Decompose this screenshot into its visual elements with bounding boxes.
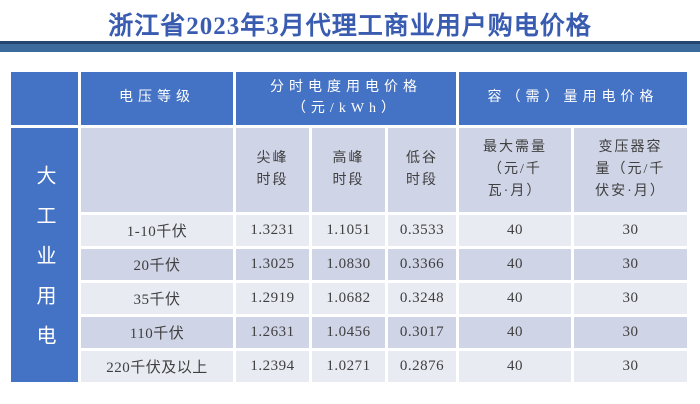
cell-peak-price: 1.3231 — [236, 215, 309, 246]
row-label-110kv: 110千伏 — [81, 317, 233, 348]
price-table: 电压等级 分时电度用电价格 （元/kWh） 容（需）量用电价格 大工业用电 尖峰… — [11, 72, 688, 382]
subheader-transformer-capacity: 变压器容 量（元/千 伏安·月） — [574, 128, 687, 212]
cell-transformer: 30 — [574, 317, 687, 348]
title-divider-bar — [0, 41, 700, 52]
row-group-label-large-industry: 大工业用电 — [11, 128, 78, 382]
column-header-voltage-level: 电压等级 — [81, 72, 233, 125]
cell-max-demand: 40 — [459, 351, 571, 382]
row-label-20kv: 20千伏 — [81, 249, 233, 280]
cell-peak-price: 1.2919 — [236, 283, 309, 314]
cell-valley-price: 0.3017 — [388, 317, 456, 348]
cell-transformer: 30 — [574, 351, 687, 382]
subheader-peak-period: 尖峰 时段 — [236, 128, 309, 212]
table-corner-cell — [11, 72, 78, 125]
column-header-capacity-price: 容（需）量用电价格 — [459, 72, 687, 125]
cell-max-demand: 40 — [459, 249, 571, 280]
cell-valley-price: 0.3366 — [388, 249, 456, 280]
row-label-35kv: 35千伏 — [81, 283, 233, 314]
cell-high-price: 1.0456 — [312, 317, 385, 348]
subheader-valley-period: 低谷 时段 — [388, 128, 456, 212]
cell-high-price: 1.0830 — [312, 249, 385, 280]
subheader-empty-cell — [81, 128, 233, 212]
cell-high-price: 1.0682 — [312, 283, 385, 314]
subheader-max-demand: 最大需量 （元/千 瓦·月） — [459, 128, 571, 212]
cell-valley-price: 0.2876 — [388, 351, 456, 382]
cell-max-demand: 40 — [459, 215, 571, 246]
cell-max-demand: 40 — [459, 317, 571, 348]
cell-high-price: 1.1051 — [312, 215, 385, 246]
cell-peak-price: 1.2631 — [236, 317, 309, 348]
cell-transformer: 30 — [574, 215, 687, 246]
row-label-1-10kv: 1-10千伏 — [81, 215, 233, 246]
cell-valley-price: 0.3248 — [388, 283, 456, 314]
row-group-label-text: 大工业用电 — [33, 165, 55, 365]
cell-max-demand: 40 — [459, 283, 571, 314]
column-header-tou-price: 分时电度用电价格 （元/kWh） — [236, 72, 456, 125]
cell-peak-price: 1.2394 — [236, 351, 309, 382]
cell-high-price: 1.0271 — [312, 351, 385, 382]
cell-transformer: 30 — [574, 283, 687, 314]
page-title: 浙江省2023年3月代理工商业用户购电价格 — [108, 13, 592, 40]
cell-transformer: 30 — [574, 249, 687, 280]
subheader-high-period: 高峰 时段 — [312, 128, 385, 212]
cell-valley-price: 0.3533 — [388, 215, 456, 246]
cell-peak-price: 1.3025 — [236, 249, 309, 280]
row-label-220kv-and-above: 220千伏及以上 — [81, 351, 233, 382]
